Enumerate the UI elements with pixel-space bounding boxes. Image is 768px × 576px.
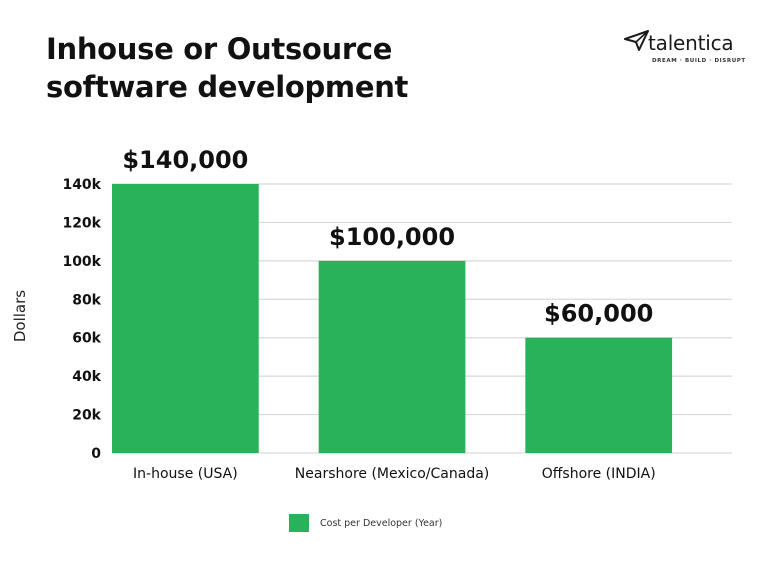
y-tick-label: 120k xyxy=(62,215,101,231)
brand-tagline: DREAM · BUILD · DISRUPT xyxy=(652,58,746,64)
x-axis-ticks: In-house (USA) Nearshore (Mexico/Canada) O… xyxy=(133,466,656,482)
y-tick-label: 100k xyxy=(62,254,101,270)
y-tick-label: 60k xyxy=(72,331,101,347)
chart-title-line-1: Inhouse or Outsource xyxy=(46,32,393,66)
bar xyxy=(525,337,673,453)
paper-plane-icon xyxy=(624,30,649,51)
data-labels: $140,000 $100,000 $60,000 xyxy=(122,146,653,328)
brand-name: talentica xyxy=(648,31,734,55)
y-tick-label: 40k xyxy=(72,369,101,385)
y-tick-label: 0 xyxy=(91,446,101,462)
legend-swatch xyxy=(289,514,309,532)
x-tick-label: Offshore (INDIA) xyxy=(542,466,656,482)
y-axis-label: Dollars xyxy=(11,290,29,342)
data-label: $60,000 xyxy=(544,300,653,328)
y-tick-label: 20k xyxy=(72,408,101,424)
x-tick-label: Nearshore (Mexico/Canada) xyxy=(295,466,489,482)
y-axis-ticks: 0 20k 40k 60k 80k 100k 120k 140k xyxy=(62,177,101,462)
brand-logo: talentica DREAM · BUILD · DISRUPT xyxy=(624,30,754,70)
y-tick-label: 140k xyxy=(62,177,101,193)
bar xyxy=(318,260,466,453)
bars xyxy=(112,184,673,453)
y-tick-label: 80k xyxy=(72,292,101,308)
bar xyxy=(112,184,259,453)
legend: Cost per Developer (Year) xyxy=(289,514,442,532)
legend-label: Cost per Developer (Year) xyxy=(320,518,442,529)
data-label: $140,000 xyxy=(122,146,248,174)
x-tick-label: In-house (USA) xyxy=(133,466,238,482)
chart-title: Inhouse or Outsource software developmen… xyxy=(46,30,408,106)
chart-title-line-2: software development xyxy=(46,70,409,104)
data-label: $100,000 xyxy=(329,223,455,251)
